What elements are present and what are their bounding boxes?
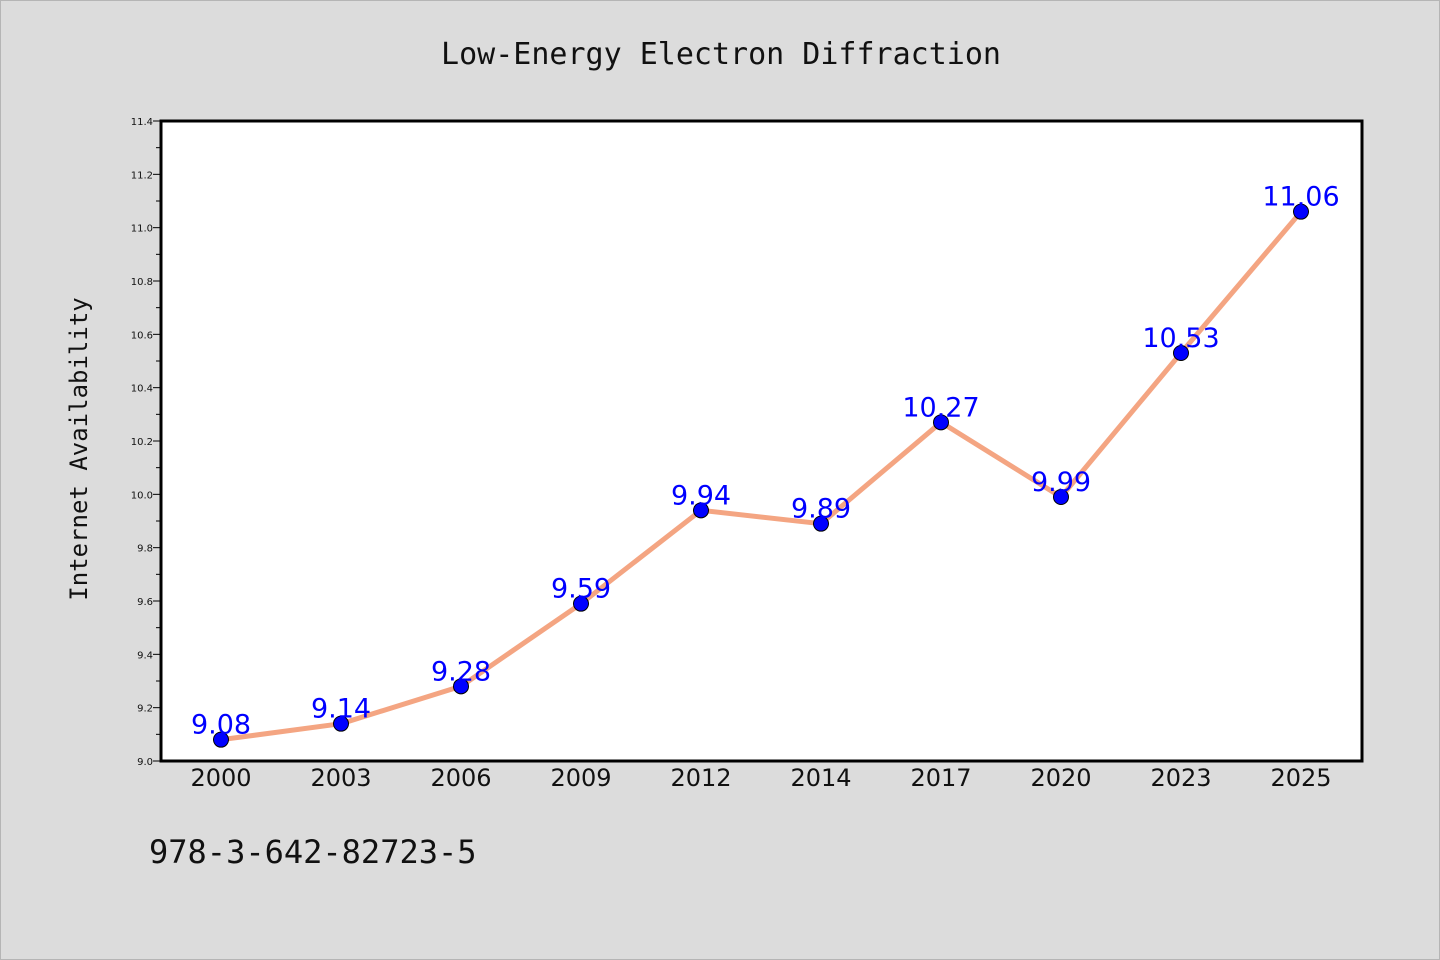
y-tick-label: 9.8 (137, 544, 153, 555)
x-tick-label: 2014 (790, 764, 851, 792)
y-tick-label: 9.0 (137, 757, 153, 768)
x-tick-label: 2020 (1030, 764, 1091, 792)
data-label: 9.08 (191, 710, 251, 741)
x-tick-label: 2012 (670, 764, 731, 792)
y-tick-label: 9.4 (137, 650, 153, 661)
y-tick-label: 11.4 (131, 117, 153, 128)
y-tick-label: 10.4 (131, 384, 153, 395)
data-point (1173, 345, 1189, 361)
series-line (218, 209, 1304, 743)
data-point (693, 502, 709, 519)
x-tick-label: 2003 (310, 764, 371, 792)
data-label: 9.59 (551, 574, 611, 605)
y-tick-label: 9.6 (137, 597, 153, 608)
data-point (933, 414, 949, 431)
y-tick-label: 10.0 (131, 490, 153, 501)
y-tick-label: 11.0 (131, 224, 153, 235)
y-tick-label: 10.2 (131, 437, 153, 448)
y-tick-label: 11.2 (131, 170, 153, 181)
data-labels-layer: 9.08 9.14 9.28 9.59 9.94 9.89 10.27 9.99 10.53 11… (191, 182, 1340, 741)
series-layer (213, 203, 1309, 748)
plot-area (159, 119, 1364, 763)
data-label: 9.28 (431, 656, 491, 687)
y-tick-label: 10.6 (131, 330, 153, 341)
data-point (213, 731, 229, 748)
y-axis-ticks: 9.0 9.2 9.4 9.6 9.8 10.0 10.2 10.4 10.6 10.8 11.0 1… (131, 117, 161, 768)
chart-title: Low-Energy Electron Diffraction (441, 37, 1001, 72)
x-axis-ticks: 2000 2003 2006 2009 2012 2014 2017 2020 2023 2025 (190, 764, 1331, 792)
x-tick-label: 2009 (550, 764, 611, 792)
data-point (573, 595, 589, 612)
data-point (1293, 203, 1309, 220)
y-tick-label: 9.2 (137, 704, 153, 715)
data-label: 10.27 (902, 392, 979, 423)
data-point (813, 515, 829, 532)
x-tick-label: 2023 (1150, 764, 1211, 792)
data-label: 9.94 (671, 480, 731, 511)
data-point (1053, 489, 1069, 505)
data-label: 9.14 (311, 694, 371, 725)
y-axis-label: Internet Availability (65, 297, 93, 600)
footer-isbn: 978-3-642-82723-5 (149, 833, 477, 871)
data-label: 9.89 (791, 494, 851, 525)
x-tick-label: 2006 (430, 764, 491, 792)
data-point (333, 715, 349, 732)
data-label: 10.53 (1142, 323, 1219, 354)
x-tick-label: 2025 (1270, 764, 1331, 792)
data-point (453, 678, 469, 695)
x-tick-label: 2017 (910, 764, 971, 792)
y-tick-label: 10.8 (131, 277, 153, 288)
data-label: 11.06 (1262, 182, 1339, 213)
data-label: 9.99 (1031, 467, 1091, 498)
x-tick-label: 2000 (190, 764, 251, 792)
